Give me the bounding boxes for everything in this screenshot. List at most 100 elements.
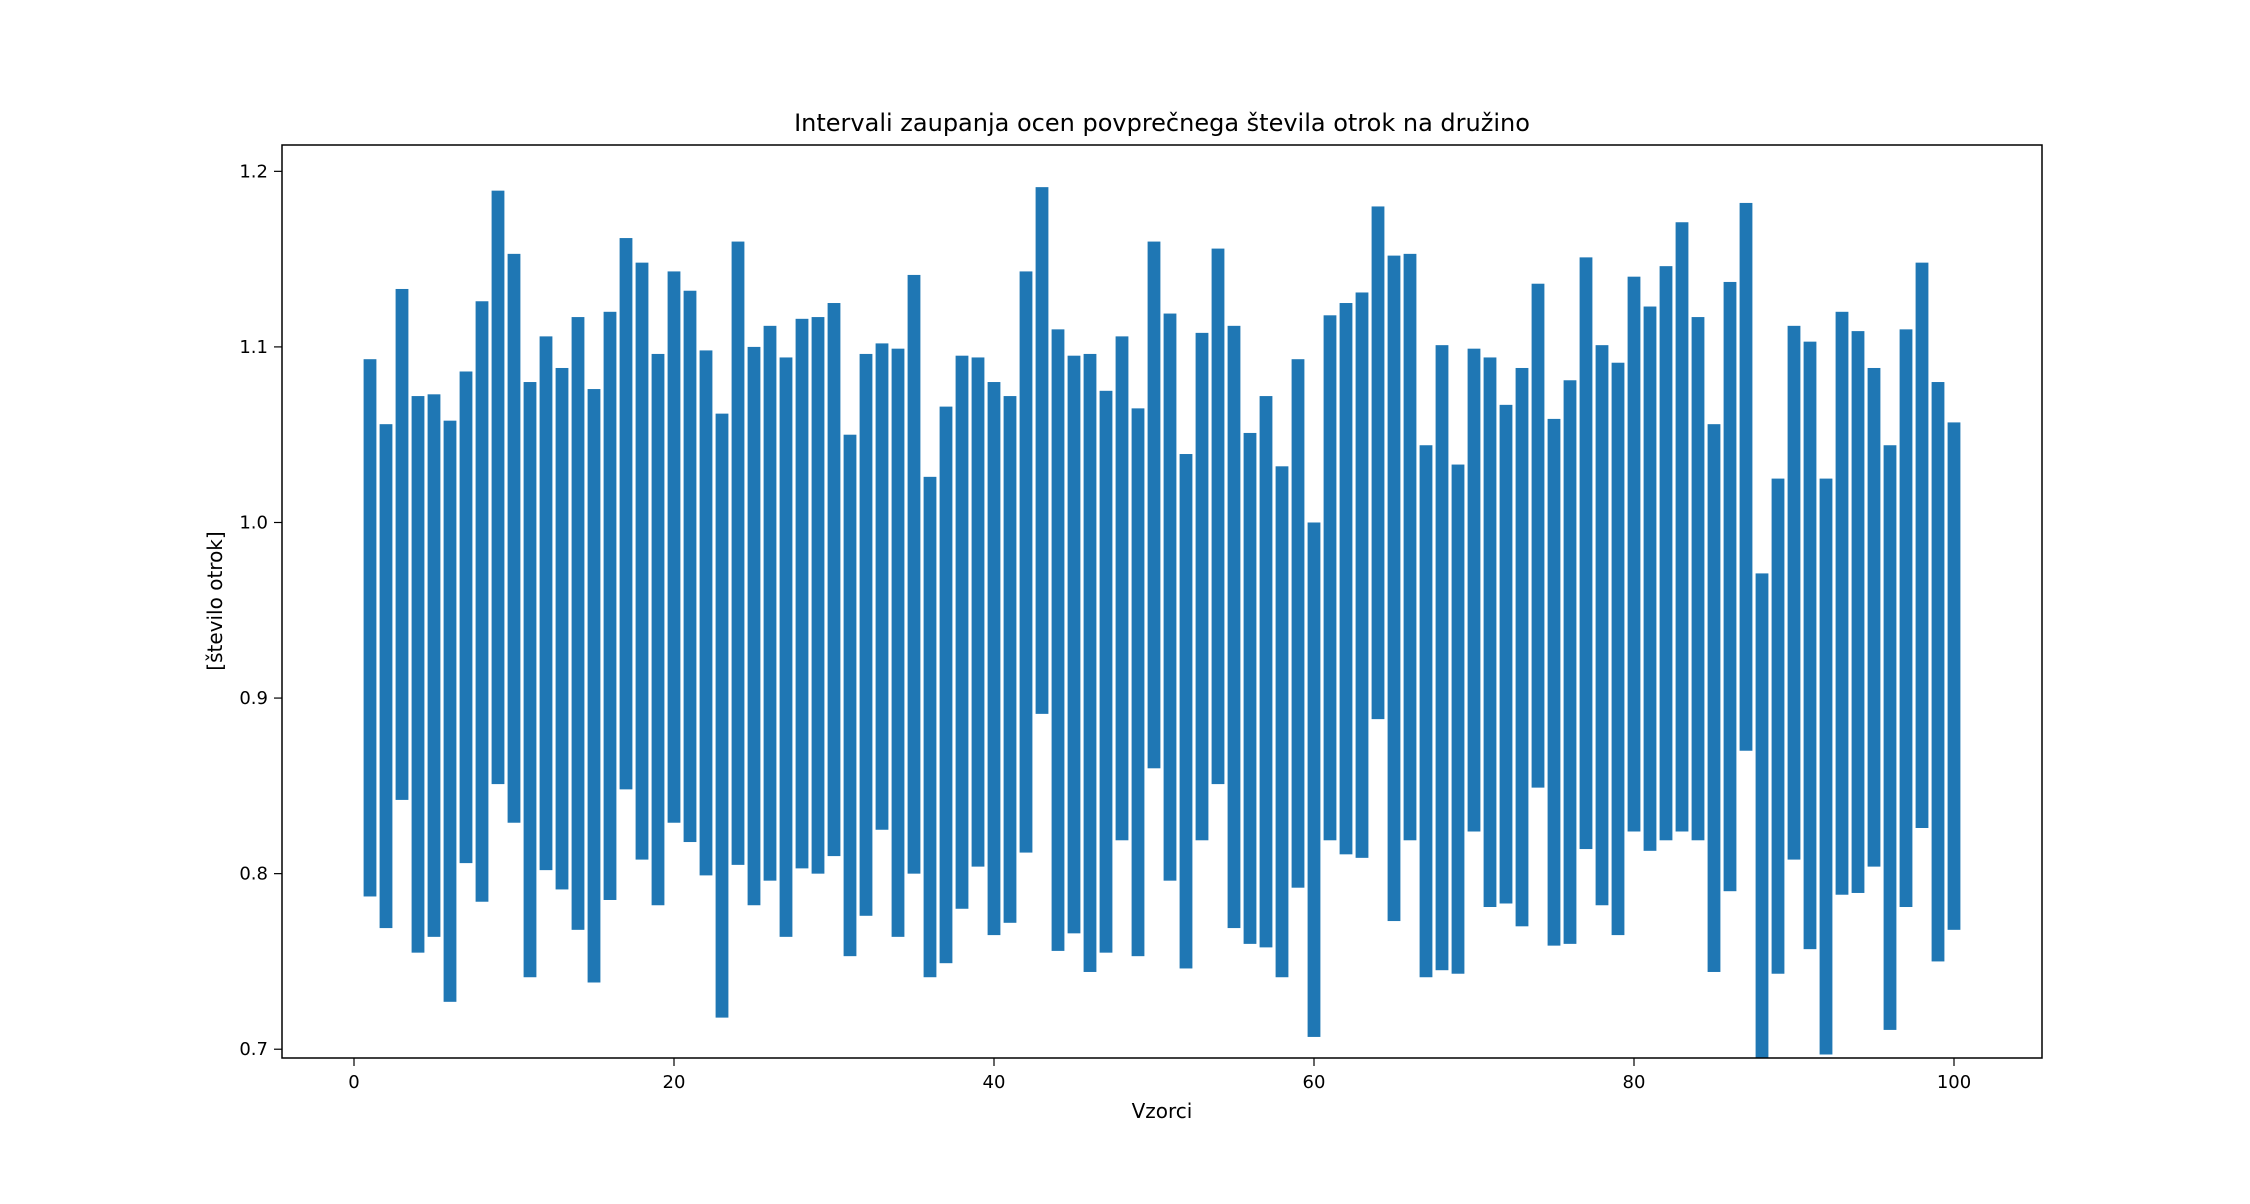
bar-sample-20: [667, 271, 681, 823]
y-tick-label: 1.0: [239, 512, 268, 533]
bar-sample-42: [1019, 271, 1033, 853]
bar-sample-70: [1467, 348, 1481, 832]
bar-sample-96: [1883, 445, 1897, 1030]
y-tick-label: 0.9: [239, 688, 268, 709]
y-axis-label: [število otrok]: [203, 531, 227, 670]
bar-sample-44: [1051, 329, 1065, 951]
y-tick-label: 1.2: [239, 161, 268, 182]
bar-sample-75: [1547, 418, 1561, 946]
bar-sample-94: [1851, 331, 1865, 893]
bar-sample-38: [955, 355, 969, 909]
bar-sample-17: [619, 238, 633, 790]
bar-sample-43: [1035, 187, 1049, 714]
bar-sample-19: [651, 353, 665, 906]
bar-sample-12: [539, 336, 553, 871]
bar-sample-67: [1419, 445, 1433, 978]
bar-sample-84: [1691, 317, 1705, 841]
bar-sample-79: [1611, 362, 1625, 936]
x-tick-label: 40: [983, 1072, 1006, 1093]
x-tick-label: 80: [1623, 1072, 1646, 1093]
bar-sample-34: [891, 348, 905, 937]
bar-sample-11: [523, 382, 537, 978]
bar-sample-6: [443, 420, 457, 1002]
bar-sample-78: [1595, 345, 1609, 906]
bar-sample-48: [1115, 336, 1129, 841]
bar-sample-31: [843, 434, 857, 957]
bar-sample-14: [571, 317, 585, 930]
bar-sample-54: [1211, 248, 1225, 785]
bar-sample-55: [1227, 325, 1241, 929]
x-tick-label: 20: [663, 1072, 686, 1093]
bar-sample-27: [779, 357, 793, 937]
bar-sample-77: [1579, 257, 1593, 850]
bar-sample-88: [1755, 573, 1769, 1058]
bar-sample-1: [363, 359, 377, 897]
bar-sample-37: [939, 406, 953, 964]
bar-sample-74: [1531, 283, 1545, 788]
y-axis: 0.7 0.8 0.9 1.0 1.1 1.2: [239, 161, 282, 1060]
bar-sample-16: [603, 311, 617, 900]
x-tick-label: 100: [1937, 1072, 1971, 1093]
x-tick-label: 0: [348, 1072, 359, 1093]
bar-sample-85: [1707, 424, 1721, 972]
bar-sample-33: [875, 343, 889, 830]
bar-sample-13: [555, 367, 569, 890]
bar-sample-8: [475, 301, 489, 902]
bar-sample-3: [395, 288, 409, 800]
bar-sample-62: [1339, 303, 1353, 855]
y-tick-label: 1.1: [239, 337, 268, 358]
bar-sample-72: [1499, 404, 1513, 904]
bar-sample-97: [1899, 329, 1913, 908]
bar-sample-95: [1867, 367, 1881, 867]
x-tick-label: 60: [1303, 1072, 1326, 1093]
bar-sample-4: [411, 396, 425, 953]
x-axis: 0 20 40 60 80 100: [348, 1058, 1971, 1093]
bar-sample-46: [1083, 353, 1097, 972]
bar-sample-21: [683, 290, 697, 843]
bar-sample-18: [635, 262, 649, 860]
bar-sample-23: [715, 413, 729, 1018]
bar-sample-35: [907, 274, 921, 874]
bar-sample-24: [731, 241, 745, 865]
bar-sample-57: [1259, 396, 1273, 948]
bar-sample-28: [795, 318, 809, 869]
bar-sample-52: [1179, 454, 1193, 969]
bar-sample-86: [1723, 281, 1737, 892]
bar-sample-30: [827, 303, 841, 857]
bar-sample-22: [699, 350, 713, 876]
bar-sample-92: [1819, 478, 1833, 1055]
bar-sample-56: [1243, 432, 1257, 944]
bar-sample-39: [971, 357, 985, 867]
bar-sample-99: [1931, 382, 1945, 962]
bar-sample-69: [1451, 464, 1465, 974]
bar-sample-58: [1275, 466, 1289, 978]
bar-sample-100: [1947, 422, 1961, 930]
bar-sample-47: [1099, 390, 1113, 953]
bar-sample-51: [1163, 313, 1177, 881]
bar-sample-26: [763, 325, 777, 881]
bar-sample-90: [1787, 325, 1801, 860]
plot-area: [363, 187, 1961, 1058]
bar-sample-29: [811, 317, 825, 874]
bar-sample-64: [1371, 206, 1385, 720]
bar-sample-87: [1739, 202, 1753, 751]
bar-sample-61: [1323, 315, 1337, 841]
bar-sample-50: [1147, 241, 1161, 769]
bar-sample-98: [1915, 262, 1929, 828]
bar-sample-25: [747, 346, 761, 906]
y-tick-label: 0.8: [239, 864, 268, 885]
bar-sample-9: [491, 190, 505, 785]
bar-sample-7: [459, 371, 473, 864]
bar-sample-53: [1195, 332, 1209, 841]
chart-title: Intervali zaupanja ocen povprečnega štev…: [794, 109, 1530, 137]
bar-sample-49: [1131, 408, 1145, 957]
bar-sample-15: [587, 389, 601, 983]
bar-sample-93: [1835, 311, 1849, 895]
plot-frame: [281, 144, 2043, 1059]
bar-sample-66: [1403, 253, 1417, 841]
bar-sample-32: [859, 353, 873, 916]
bar-sample-45: [1067, 355, 1081, 934]
bar-sample-76: [1563, 380, 1577, 944]
bar-sample-73: [1515, 367, 1529, 927]
